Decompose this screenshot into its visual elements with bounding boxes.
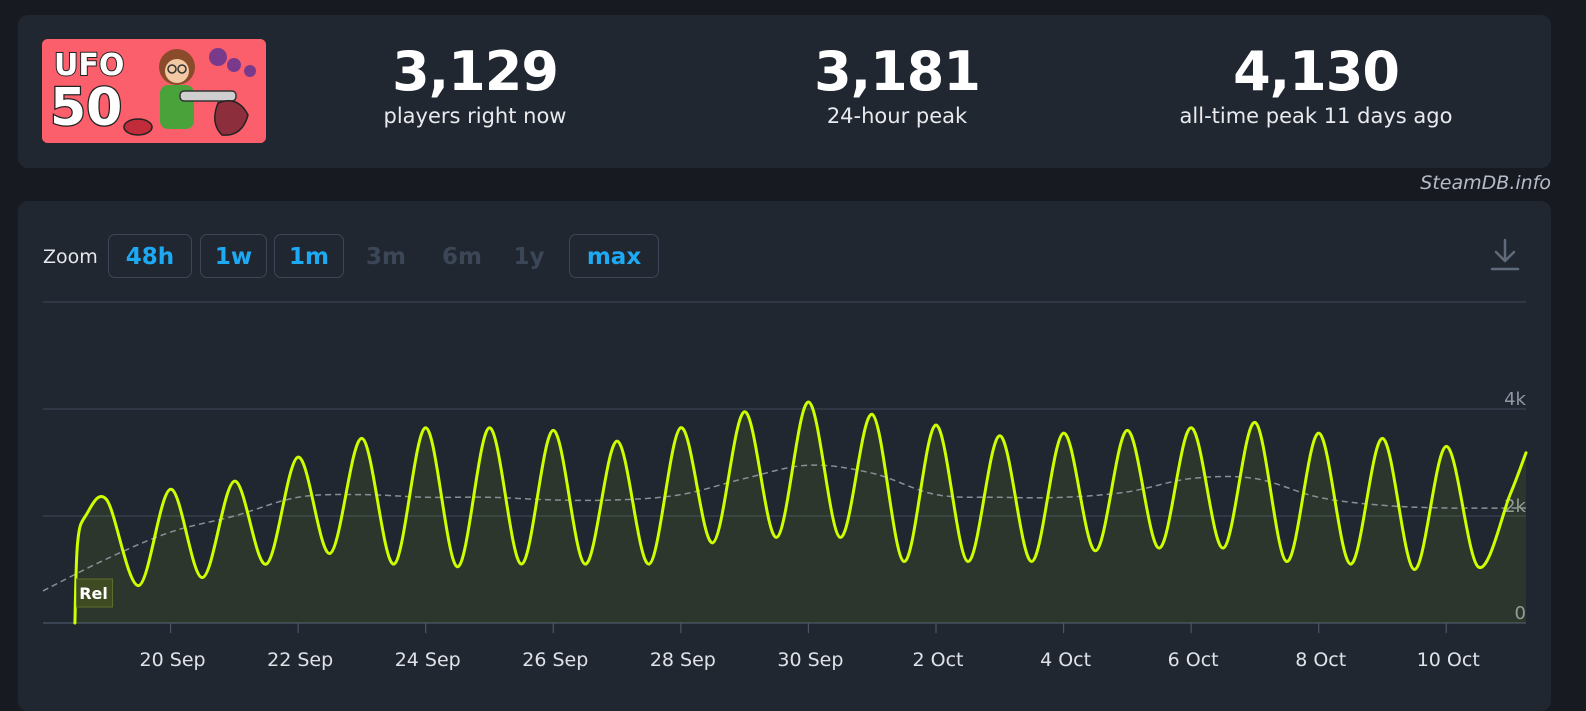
zoom-1m-button[interactable]: 1m: [274, 234, 344, 278]
data-point: [1094, 549, 1097, 552]
zoom-6m-button: 6m: [442, 244, 482, 270]
data-point: [1253, 421, 1256, 424]
zoom-1y-button: 1y: [513, 244, 545, 270]
data-point: [73, 622, 76, 625]
data-point: [137, 584, 140, 587]
data-point: [1445, 445, 1448, 448]
data-point: [392, 563, 395, 566]
data-point: [1525, 451, 1528, 454]
alltime-peak-label: all-time peak 11 days ago: [1179, 104, 1453, 128]
zoom-1w-button[interactable]: 1w: [200, 234, 267, 278]
x-tick-label: 20 Sep: [140, 649, 206, 671]
peak-24h-label: 24-hour peak: [826, 104, 968, 128]
data-point: [679, 426, 682, 429]
data-point: [233, 480, 236, 483]
alltime-peak-value: 4,130: [1233, 40, 1400, 103]
x-tick-label: 8 Oct: [1295, 649, 1346, 671]
release-flag: [76, 578, 114, 608]
x-tick-label: 28 Sep: [650, 649, 716, 671]
zoom-max-button[interactable]: max: [569, 234, 659, 278]
x-tick-label: 2 Oct: [912, 649, 963, 671]
data-point: [360, 437, 363, 440]
y-tick-label: 2k: [1504, 496, 1526, 517]
logo-text-50: 50: [50, 78, 122, 138]
data-point: [998, 434, 1001, 437]
x-tick-label: 24 Sep: [395, 649, 461, 671]
current-players-value: 3,129: [392, 40, 559, 103]
series-players-line: [73, 400, 1528, 625]
data-point: [1477, 565, 1480, 568]
stats-card: UFO 50 3,129 players right now 3,181 24-…: [18, 15, 1551, 168]
logo-text-ufo: UFO: [54, 48, 124, 83]
data-point: [775, 536, 778, 539]
data-point: [1285, 560, 1288, 563]
data-point: [711, 541, 714, 544]
data-point: [903, 560, 906, 563]
x-tick-label: 22 Sep: [267, 649, 333, 671]
data-point: [552, 429, 555, 432]
chart-card: Zoom 48h 1w 1m 3m 6m 1y max 0 2k 4k 20 Sep 2…: [18, 201, 1551, 711]
data-point: [1158, 547, 1161, 550]
x-tick-label: 4 Oct: [1040, 649, 1091, 671]
data-point: [105, 498, 108, 501]
data-point: [424, 426, 427, 429]
x-tick-label: 26 Sep: [522, 649, 588, 671]
zoom-48h-button[interactable]: 48h: [108, 234, 192, 278]
series-area: [74, 402, 1527, 623]
data-point: [807, 401, 810, 404]
data-point: [201, 576, 204, 579]
x-tick-label: 10 Oct: [1417, 649, 1480, 671]
data-point: [265, 563, 268, 566]
data-point: [76, 541, 79, 544]
data-point: [1413, 568, 1416, 571]
stat-24h-peak: 3,181 24-hour peak: [717, 41, 1077, 129]
data-point: [169, 488, 172, 491]
data-point: [1190, 426, 1193, 429]
data-point: [329, 552, 332, 555]
data-point: [456, 565, 459, 568]
data-point: [839, 536, 842, 539]
peak-24h-value: 3,181: [814, 40, 981, 103]
stat-current-players: 3,129 players right now: [295, 41, 655, 129]
current-players-label: players right now: [383, 104, 567, 128]
data-point: [934, 424, 937, 427]
data-point: [1062, 432, 1065, 435]
steamdb-credit[interactable]: SteamDB.info: [1420, 172, 1551, 194]
data-point: [488, 426, 491, 429]
data-point: [1030, 560, 1033, 563]
zoom-3m-button: 3m: [366, 244, 406, 270]
data-point: [84, 515, 87, 518]
release-flag-label: Rel: [79, 584, 108, 603]
game-logo[interactable]: UFO 50: [42, 39, 266, 143]
data-point: [616, 440, 619, 443]
zoom-label: Zoom: [43, 246, 98, 268]
player-count-chart[interactable]: 0 2k 4k 20 Sep 22 Sep 24 Sep 26 Sep 28 Sep 30 Se…: [18, 201, 1551, 698]
data-point: [1126, 429, 1129, 432]
stat-alltime-peak: 4,130 all-time peak 11 days ago: [1136, 41, 1496, 129]
data-point: [1349, 563, 1352, 566]
x-tick-label: 6 Oct: [1168, 649, 1219, 671]
data-point: [966, 560, 969, 563]
data-point: [1317, 432, 1320, 435]
x-tick-label: 30 Sep: [777, 649, 843, 671]
data-point: [520, 563, 523, 566]
game-logo-art: UFO 50: [42, 39, 266, 143]
data-point: [1381, 437, 1384, 440]
data-point: [1222, 547, 1225, 550]
data-point: [743, 410, 746, 413]
data-point: [871, 413, 874, 416]
data-point: [584, 563, 587, 566]
data-point: [1509, 493, 1512, 496]
data-point: [647, 563, 650, 566]
y-tick-label: 0: [1515, 603, 1526, 624]
y-tick-label: 4k: [1504, 389, 1526, 410]
data-point: [297, 456, 300, 459]
download-icon[interactable]: [1489, 237, 1521, 273]
